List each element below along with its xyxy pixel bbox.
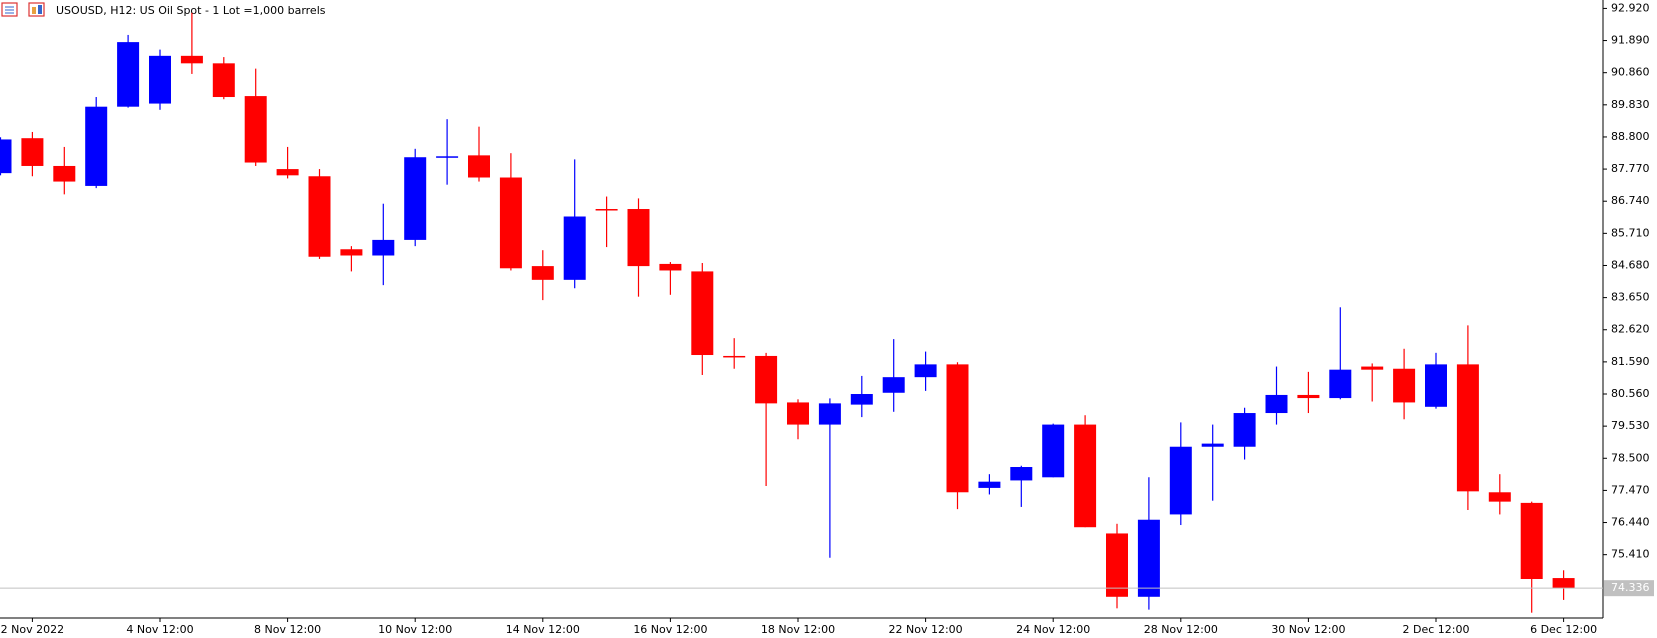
candle-body <box>468 155 490 178</box>
y-tick-label: 75.410 <box>1611 548 1650 561</box>
x-tick-label: 2 Dec 12:00 <box>1403 623 1470 636</box>
x-tick-label: 18 Nov 12:00 <box>761 623 835 636</box>
y-tick-label: 83.650 <box>1611 291 1650 304</box>
candle-body <box>691 271 714 356</box>
candle-body <box>276 169 299 176</box>
candle-body <box>212 63 235 98</box>
x-tick-label: 8 Nov 12:00 <box>254 623 321 636</box>
candle-body <box>563 216 586 280</box>
y-tick-label: 78.500 <box>1611 451 1650 464</box>
candle-body <box>1488 492 1511 502</box>
candle-body <box>1137 519 1160 597</box>
candle-body <box>787 402 809 425</box>
candle-body <box>659 263 682 271</box>
header-icons <box>1 2 45 17</box>
candle-body <box>404 157 427 240</box>
candle-body <box>1520 502 1543 580</box>
candle-body <box>308 176 331 257</box>
candle-body <box>723 355 746 358</box>
candle-body <box>1361 366 1384 370</box>
candle-body <box>1106 533 1128 597</box>
candle-body <box>1233 413 1256 447</box>
candle-body <box>850 394 873 405</box>
candle-body <box>1265 394 1288 414</box>
candle-body <box>1010 467 1033 481</box>
y-tick-label: 88.800 <box>1611 130 1650 143</box>
x-tick-label: 30 Nov 12:00 <box>1271 623 1345 636</box>
candle-body <box>436 156 459 158</box>
candle-body <box>882 377 905 393</box>
candle-body <box>244 96 267 163</box>
y-tick-label: 80.560 <box>1611 387 1650 400</box>
y-tick-label: 87.770 <box>1611 162 1650 175</box>
y-tick-label: 92.920 <box>1611 1 1650 14</box>
candle-body <box>978 481 1001 488</box>
candle-body <box>1393 368 1416 403</box>
candle-body <box>1329 369 1352 399</box>
candle-body <box>1074 424 1097 528</box>
y-tick-label: 86.740 <box>1611 194 1650 207</box>
candle-body <box>372 239 395 256</box>
y-tick-label: 77.470 <box>1611 483 1650 496</box>
y-tick-label: 76.440 <box>1611 516 1650 529</box>
candle-body <box>627 209 650 267</box>
x-tick-label: 10 Nov 12:00 <box>378 623 452 636</box>
candle-body <box>21 138 44 166</box>
candle-body <box>1456 364 1479 492</box>
candle-body <box>340 249 363 256</box>
candle-body <box>149 55 171 104</box>
x-tick-label: 16 Nov 12:00 <box>633 623 707 636</box>
x-tick-label: 4 Nov 12:00 <box>126 623 193 636</box>
candle-body <box>1042 424 1065 478</box>
candle-body <box>1201 443 1224 447</box>
x-tick-label: 2 Nov 2022 <box>1 623 64 636</box>
candle-body <box>595 209 618 211</box>
y-tick-label: 90.860 <box>1611 66 1650 79</box>
x-tick-label: 14 Nov 12:00 <box>506 623 580 636</box>
y-tick-label: 85.710 <box>1611 226 1650 239</box>
last-price-box <box>1604 580 1654 597</box>
candle-body <box>946 364 969 493</box>
last-price-label: 74.336 <box>1611 581 1650 594</box>
y-tick-label: 79.530 <box>1611 419 1650 432</box>
candle-body <box>0 139 12 174</box>
chart-title: USOUSD, H12: US Oil Spot - 1 Lot =1,000 … <box>56 4 326 17</box>
candle-body <box>818 403 841 425</box>
candle-body <box>914 364 937 378</box>
y-tick-label: 82.620 <box>1611 323 1650 336</box>
candle-body <box>1169 446 1192 515</box>
candle-body <box>117 42 140 107</box>
y-tick-label: 84.680 <box>1611 258 1650 271</box>
x-tick-label: 22 Nov 12:00 <box>889 623 963 636</box>
x-tick-label: 6 Dec 12:00 <box>1530 623 1597 636</box>
candle-body <box>499 177 522 269</box>
x-tick-label: 28 Nov 12:00 <box>1144 623 1218 636</box>
candle-body <box>180 55 203 64</box>
y-tick-label: 81.590 <box>1611 355 1650 368</box>
candle-body <box>85 106 108 186</box>
candle-body <box>53 165 76 182</box>
candle-body <box>1425 364 1447 407</box>
candle-body <box>1297 394 1320 399</box>
x-tick-label: 24 Nov 12:00 <box>1016 623 1090 636</box>
candle-body <box>755 355 778 404</box>
candle-body <box>1552 578 1575 589</box>
y-tick-label: 89.830 <box>1611 98 1650 111</box>
y-tick-label: 91.890 <box>1611 34 1650 47</box>
candle-body <box>531 266 554 280</box>
